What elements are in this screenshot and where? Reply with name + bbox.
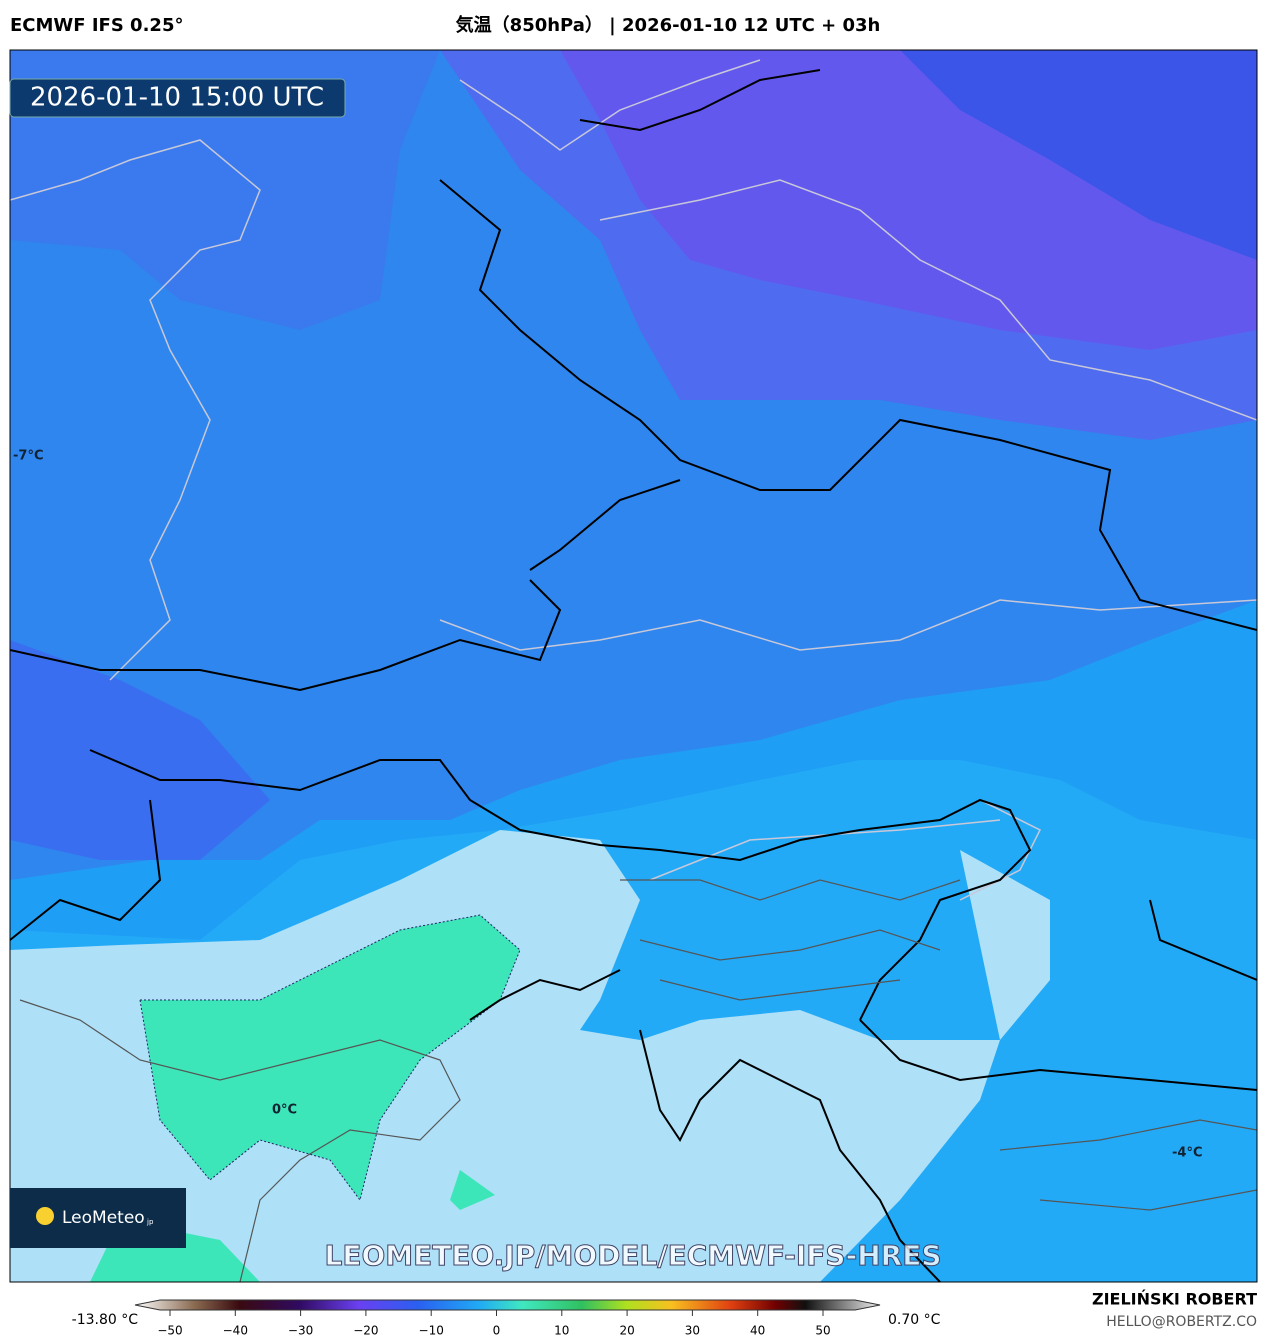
colorbar-min: -13.80 °C — [72, 1312, 139, 1328]
contour-label: -4°C — [1172, 1146, 1202, 1161]
map-title: 気温（850hPa） | 2026-01-10 12 UTC + 03h — [456, 14, 881, 36]
colorbar-tick-label: −20 — [353, 1324, 378, 1338]
colorbar-tick-label: 0 — [493, 1324, 501, 1338]
colorbar-tick-label: −50 — [157, 1324, 182, 1338]
contour-label: 0°C — [272, 1103, 297, 1118]
watermark: LEOMETEO.JP/MODEL/ECMWF-IFS-HRES — [324, 1239, 941, 1272]
colorbar-ticks: −50 −40 −30 −20 −10 0 10 20 30 40 50 — [157, 1310, 831, 1338]
logo-name: LeoMeteo — [62, 1208, 145, 1228]
logo-sun — [36, 1207, 54, 1225]
author: ZIELIŃSKI ROBERT — [1092, 1290, 1257, 1309]
timestamp-box — [9, 78, 346, 118]
colorbar-tick-label: 50 — [815, 1324, 830, 1338]
email: HELLO@ROBERTZ.CO — [1106, 1314, 1257, 1330]
colorbar-tick-label: −30 — [288, 1324, 313, 1338]
timestamp: 2026-01-10 15:00 UTC — [30, 83, 324, 113]
colorbar-tick-label: 10 — [554, 1324, 569, 1338]
colorbar-tick-label: −40 — [223, 1324, 248, 1338]
logo-suffix: jp — [146, 1218, 154, 1226]
colorbar-tick-label: −10 — [419, 1324, 444, 1338]
colorbar — [134, 1299, 881, 1311]
colorbar-tick-label: 30 — [685, 1324, 700, 1338]
model-name: ECMWF IFS 0.25° — [10, 15, 183, 36]
map — [10, 50, 1257, 1282]
colorbar-tick-label: 40 — [750, 1324, 765, 1338]
colorbar-tick-label: 20 — [619, 1324, 634, 1338]
contour-label: -7°C — [13, 449, 43, 464]
colorbar-max: 0.70 °C — [888, 1312, 941, 1328]
